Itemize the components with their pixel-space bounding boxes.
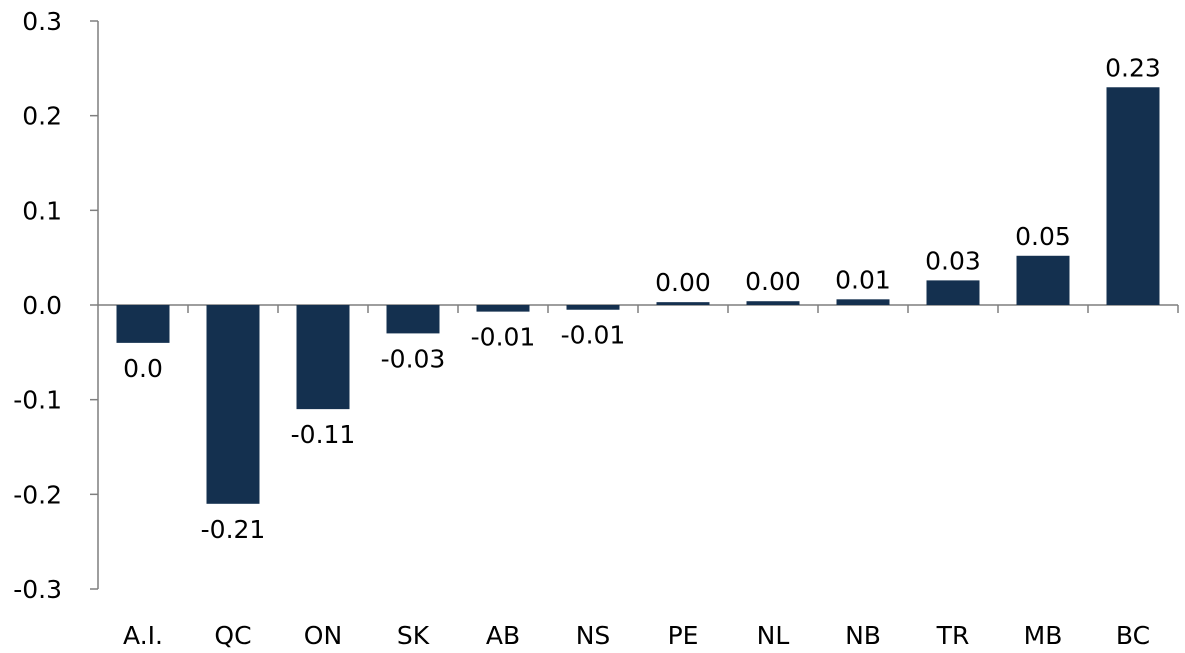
x-tick-label: NB [845, 621, 881, 650]
data-label: 0.00 [745, 267, 801, 296]
x-tick-label: MB [1024, 621, 1063, 650]
y-tick-label: 0.1 [22, 196, 62, 225]
y-tick-label: -0.3 [13, 575, 62, 604]
y-tick-label: 0.0 [22, 291, 62, 320]
data-label: 0.0 [123, 354, 163, 383]
x-axis: A.I. QC ON SK AB NS PE NL NB TR MB BC [98, 304, 1179, 650]
bar-bc [1106, 87, 1160, 306]
x-tick-label: NS [576, 621, 611, 650]
x-tick-label: SK [397, 621, 430, 650]
bar-pe [656, 302, 710, 305]
y-tick-label: -0.1 [13, 386, 62, 415]
y-tick-label: 0.3 [22, 7, 62, 36]
data-label: -0.01 [561, 321, 626, 350]
data-labels: 0.0 -0.21 -0.11 -0.03 -0.01 -0.01 0.00 0.00 0.01… [123, 53, 1161, 544]
bar-mb [1016, 255, 1070, 305]
bar-qc [206, 305, 260, 504]
x-tick-label: TR [936, 621, 970, 650]
x-tick-label: AB [486, 621, 520, 650]
x-tick-label: BC [1116, 621, 1150, 650]
bars [116, 87, 1160, 504]
bar-sk [386, 305, 440, 334]
bar-nb [836, 299, 890, 305]
x-tick-label: ON [304, 621, 342, 650]
data-label: -0.03 [381, 344, 446, 373]
data-label: 0.23 [1105, 53, 1161, 82]
bar-ab [476, 305, 530, 312]
data-label: -0.01 [471, 323, 536, 352]
data-label: -0.21 [201, 515, 266, 544]
data-label: 0.01 [835, 265, 891, 294]
y-tick-label: -0.2 [13, 480, 62, 509]
bar-on [296, 305, 350, 410]
bar-nl [746, 301, 800, 305]
data-label: 0.05 [1015, 222, 1071, 251]
bar-ns [566, 305, 620, 310]
bar-tr [926, 280, 980, 305]
data-label: 0.03 [925, 246, 981, 275]
y-tick-label: 0.2 [22, 102, 62, 131]
y-axis: 0.3 0.2 0.1 0.0 -0.1 -0.2 -0.3 [13, 7, 99, 604]
x-tick-label: NL [757, 621, 790, 650]
data-label: 0.00 [655, 268, 711, 297]
x-tick-label: A.I. [123, 621, 163, 650]
data-label: -0.11 [291, 420, 356, 449]
bar-ai [116, 305, 170, 343]
x-tick-label: QC [214, 621, 251, 650]
x-tick-label: PE [668, 621, 699, 650]
